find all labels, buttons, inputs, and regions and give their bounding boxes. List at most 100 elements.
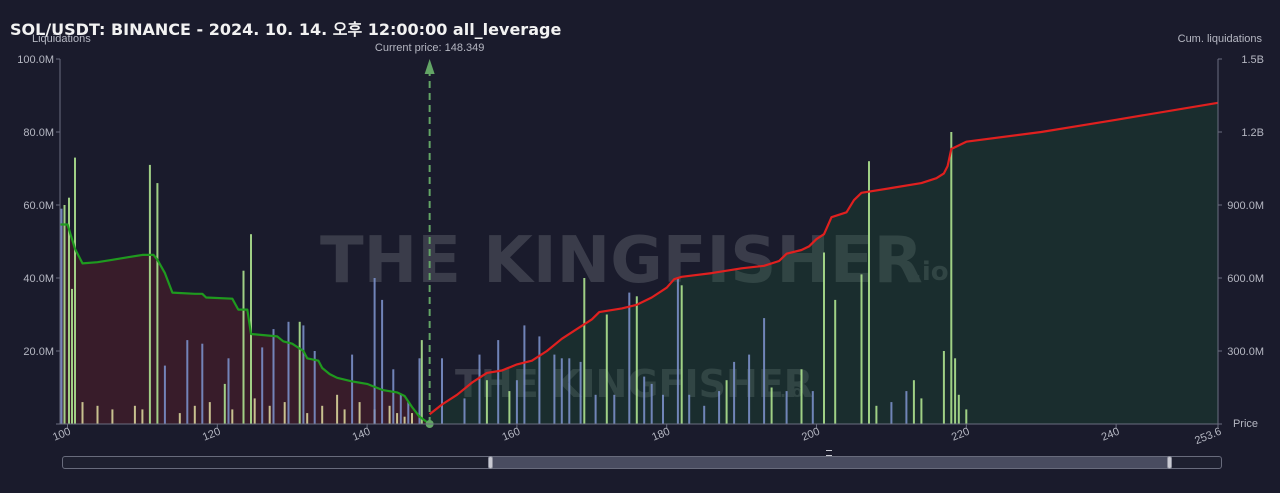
liquidation-bar bbox=[111, 409, 114, 424]
liquidation-bar bbox=[313, 351, 316, 424]
liquidation-bar bbox=[163, 365, 166, 424]
x-axis-tick-label: 240 bbox=[1100, 426, 1122, 444]
liquidation-bar bbox=[358, 402, 361, 424]
left-axis-tick-label: 60.0M bbox=[23, 200, 54, 212]
x-axis-tick-label: 180 bbox=[650, 426, 672, 444]
right-axis-tick-label: 1.2B bbox=[1241, 127, 1264, 139]
liquidation-bar bbox=[231, 409, 234, 424]
liquidation-bar bbox=[60, 208, 63, 424]
liquidation-bar bbox=[133, 405, 136, 425]
liquidation-bar bbox=[912, 380, 915, 424]
liquidation-bar bbox=[560, 358, 563, 424]
x-axis-tick-label: 253.6 bbox=[1193, 426, 1223, 447]
liquidation-bar bbox=[343, 409, 346, 424]
liquidation-bar bbox=[223, 383, 226, 424]
liquidation-bar bbox=[834, 299, 837, 424]
scrollbar-left-handle[interactable] bbox=[488, 456, 493, 469]
liquidation-bar bbox=[718, 391, 721, 424]
liquidation-bar bbox=[594, 394, 597, 424]
liquidation-bar bbox=[950, 132, 953, 424]
liquidation-bar bbox=[733, 361, 736, 424]
watermark-suffix: .io bbox=[912, 257, 949, 287]
x-axis-tick-label: 160 bbox=[501, 426, 523, 444]
liquidation-bar bbox=[321, 405, 324, 425]
liquidation-bar bbox=[306, 413, 309, 424]
liquidation-bar bbox=[81, 402, 84, 424]
liquidation-bar bbox=[957, 394, 960, 424]
liquidation-bar bbox=[208, 402, 211, 424]
liquidation-bar bbox=[74, 157, 76, 424]
watermark-brand-small: THE KINGFISHER bbox=[455, 362, 813, 406]
liquidation-bar bbox=[186, 340, 189, 424]
scrollbar-thumb[interactable] bbox=[491, 457, 1171, 468]
liquidation-bar bbox=[860, 274, 863, 424]
right-axis-tick-label: 1.5B bbox=[1241, 54, 1264, 66]
chart-title: SOL/USDT: BINANCE - 2024. 10. 14. 오후 12:… bbox=[10, 20, 562, 39]
liquidation-bar bbox=[485, 380, 488, 424]
liquidation-bar bbox=[156, 183, 159, 424]
liquidation-bar bbox=[579, 361, 582, 424]
range-scrollbar[interactable] bbox=[62, 450, 1222, 469]
scrollbar-grip-icon[interactable] bbox=[826, 450, 832, 456]
left-axis-tick-label: 20.0M bbox=[23, 346, 54, 358]
liquidation-bar bbox=[942, 351, 945, 424]
liquidation-bar bbox=[399, 394, 402, 424]
liquidation-bar bbox=[568, 358, 571, 424]
liquidation-bar bbox=[643, 376, 646, 424]
liquidation-bar bbox=[680, 285, 683, 424]
current-price-arrow bbox=[424, 59, 435, 74]
liquidation-chart[interactable]: THE KINGFISHER .io THE KINGFISHER .io 20… bbox=[0, 0, 1280, 450]
short-cumulative-line bbox=[60, 223, 431, 425]
right-axis-tick-label: 300.0M bbox=[1227, 346, 1264, 358]
liquidation-bar bbox=[725, 380, 728, 424]
liquidation-bar bbox=[463, 398, 466, 424]
liquidation-bar bbox=[68, 197, 70, 424]
liquidation-bar bbox=[478, 354, 481, 424]
liquidation-bar bbox=[261, 347, 264, 424]
liquidation-bar bbox=[553, 354, 556, 424]
liquidation-bar bbox=[890, 402, 893, 424]
liquidation-bar bbox=[193, 405, 196, 425]
liquidation-bar bbox=[178, 413, 181, 424]
liquidation-bar bbox=[497, 340, 500, 424]
liquidation-bar bbox=[763, 318, 766, 424]
scrollbar-right-handle[interactable] bbox=[1167, 456, 1172, 469]
liquidation-bar bbox=[441, 358, 443, 424]
liquidation-bar bbox=[515, 380, 518, 424]
liquidation-bar bbox=[605, 314, 608, 424]
left-axis-tick-label: 40.0M bbox=[23, 273, 54, 285]
liquidation-bar bbox=[800, 369, 803, 425]
left-axis-tick-label: 100.0M bbox=[17, 54, 54, 66]
liquidation-bar bbox=[811, 391, 814, 424]
liquidation-bar bbox=[268, 405, 271, 425]
current-price-label: Current price: 148.349 bbox=[375, 42, 484, 54]
liquidation-bar bbox=[965, 409, 968, 424]
liquidation-bar bbox=[650, 383, 653, 424]
liquidation-bar bbox=[875, 405, 878, 425]
liquidation-bar bbox=[148, 164, 151, 424]
x-axis-title: Price bbox=[1233, 418, 1258, 430]
short-liquidation-area bbox=[60, 224, 430, 424]
liquidation-bar bbox=[283, 402, 286, 424]
left-axis-title: Liquidations bbox=[32, 33, 91, 45]
liquidation-bar bbox=[407, 402, 410, 424]
liquidation-bar bbox=[96, 405, 99, 425]
liquidation-bar bbox=[403, 416, 406, 424]
liquidation-bar bbox=[954, 358, 957, 424]
liquidation-bar bbox=[373, 278, 376, 424]
liquidation-bar bbox=[396, 413, 399, 424]
liquidation-bar bbox=[823, 252, 825, 424]
x-axis-tick-label: 200 bbox=[800, 426, 822, 444]
left-axis-tick-label: 80.0M bbox=[23, 127, 54, 139]
liquidation-bar bbox=[71, 288, 73, 424]
liquidation-bar bbox=[583, 278, 586, 424]
liquidation-bar bbox=[635, 296, 638, 425]
liquidation-bar bbox=[613, 394, 616, 424]
liquidation-bar bbox=[253, 398, 256, 424]
liquidation-bar bbox=[703, 405, 706, 425]
right-axis-title: Cum. liquidations bbox=[1177, 33, 1262, 45]
liquidation-bar bbox=[388, 405, 391, 425]
liquidation-bar bbox=[411, 413, 413, 424]
liquidation-bar bbox=[662, 394, 664, 424]
liquidation-bar bbox=[676, 278, 679, 424]
